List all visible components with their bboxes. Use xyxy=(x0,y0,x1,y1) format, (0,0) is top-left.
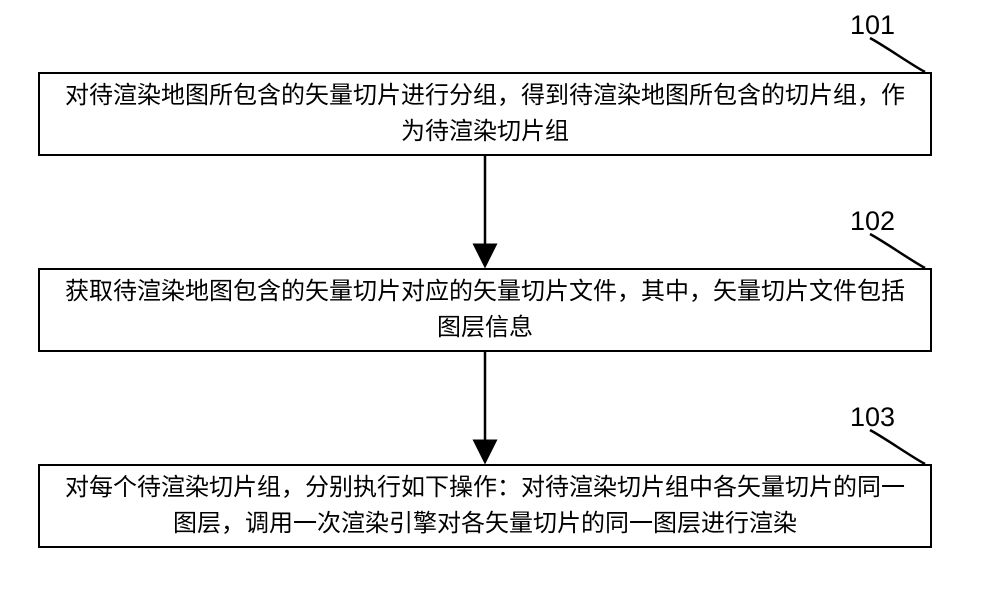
callout-line-102 xyxy=(850,214,945,288)
callout-line-101 xyxy=(850,18,945,92)
flow-arrow-102-103 xyxy=(465,352,505,464)
callout-line-103 xyxy=(850,410,945,484)
flowchart-canvas: 对待渲染地图所包含的矢量切片进行分组，得到待渲染地图所包含的切片组，作为待渲染切… xyxy=(0,0,1000,594)
flow-step-103-text: 对每个待渲染切片组，分别执行如下操作：对待渲染切片组中各矢量切片的同一图层，调用… xyxy=(58,470,912,542)
flow-step-102-text: 获取待渲染地图包含的矢量切片对应的矢量切片文件，其中，矢量切片文件包括图层信息 xyxy=(58,274,912,346)
flow-step-102: 获取待渲染地图包含的矢量切片对应的矢量切片文件，其中，矢量切片文件包括图层信息 xyxy=(38,268,932,352)
flow-step-101: 对待渲染地图所包含的矢量切片进行分组，得到待渲染地图所包含的切片组，作为待渲染切… xyxy=(38,72,932,156)
flow-arrow-101-102 xyxy=(465,156,505,268)
flow-step-103: 对每个待渲染切片组，分别执行如下操作：对待渲染切片组中各矢量切片的同一图层，调用… xyxy=(38,464,932,548)
flow-step-101-text: 对待渲染地图所包含的矢量切片进行分组，得到待渲染地图所包含的切片组，作为待渲染切… xyxy=(58,78,912,150)
